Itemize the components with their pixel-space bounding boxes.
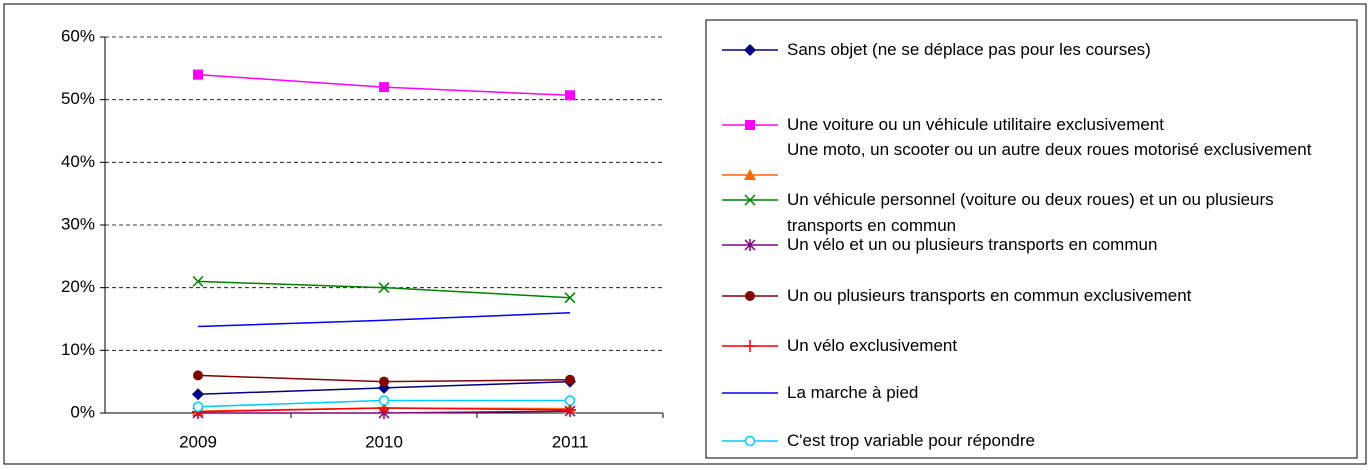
legend-marker	[745, 120, 755, 130]
data-point	[192, 275, 204, 287]
legend-label: C'est trop variable pour répondre	[787, 431, 1035, 450]
y-tick-label: 40%	[61, 152, 95, 171]
data-point	[565, 90, 575, 101]
data-point	[192, 401, 204, 412]
data-point	[379, 82, 389, 93]
data-point	[192, 388, 204, 401]
data-point	[379, 376, 389, 387]
legend-label: Un vélo exclusivement	[787, 336, 958, 355]
data-point	[378, 282, 390, 294]
y-tick-label: 20%	[61, 277, 95, 296]
legend-label: Un ou plusieurs transports en commun exc…	[787, 286, 1192, 305]
data-point	[378, 395, 390, 406]
legend-marker	[744, 435, 756, 447]
y-tick-label: 50%	[61, 89, 95, 108]
legend-marker	[744, 340, 756, 352]
x-tick-label: 2009	[179, 432, 217, 451]
y-tick-label: 10%	[61, 340, 95, 359]
legend-label: Un vélo et un ou plusieurs transports en…	[787, 235, 1158, 254]
legend-marker	[744, 194, 756, 206]
data-point	[193, 370, 203, 381]
legend-label: Une voiture ou un véhicule utilitaire ex…	[787, 115, 1165, 134]
legend-marker	[744, 44, 756, 56]
data-point	[564, 292, 576, 304]
data-point	[564, 395, 576, 406]
legend-marker	[744, 169, 756, 180]
legend-label: Sans objet (ne se déplace pas pour les c…	[787, 40, 1151, 59]
y-tick-label: 0%	[70, 402, 95, 421]
y-tick-label: 30%	[61, 214, 95, 233]
series-line	[197, 311, 571, 328]
x-tick-label: 2011	[552, 432, 589, 451]
legend-label: La marche à pied	[787, 383, 919, 402]
data-point	[565, 374, 575, 385]
legend-marker	[744, 239, 756, 251]
legend-label: Une moto, un scooter ou un autre deux ro…	[787, 140, 1312, 159]
x-tick-label: 2010	[365, 432, 403, 451]
legend-label: Un véhicule personnel (voiture ou deux r…	[787, 190, 1274, 235]
data-point	[564, 403, 576, 416]
legend-box	[705, 19, 1358, 459]
y-tick-label: 60%	[61, 26, 95, 45]
data-point	[193, 69, 203, 80]
legend-marker	[745, 291, 755, 301]
